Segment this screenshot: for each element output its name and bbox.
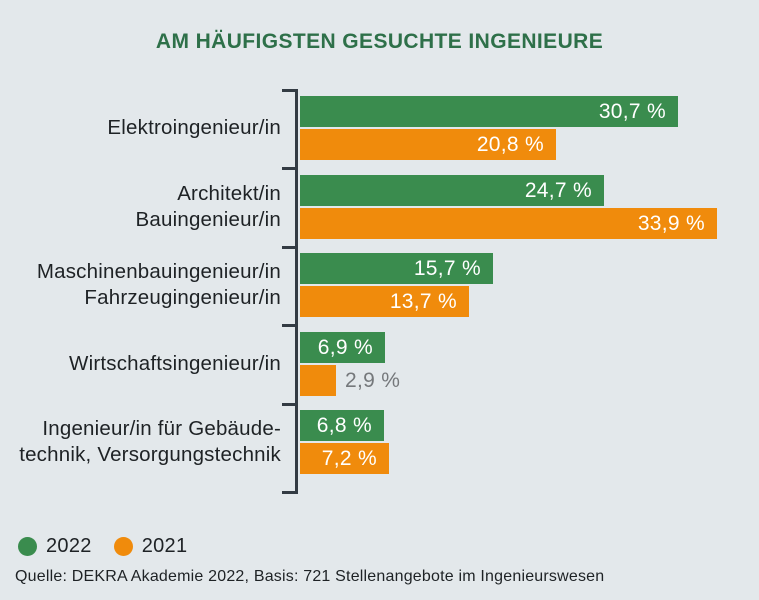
axis-tick: [282, 491, 298, 494]
bar-2022-group5: 6,8 %: [300, 410, 384, 441]
bar-value-label: 7,2 %: [321, 446, 377, 470]
legend: 2022 2021: [18, 535, 187, 558]
category-label-line: Ingenieur/in für Gebäude-: [42, 417, 281, 440]
category-label: Architekt/in Bauingenieur/in: [0, 181, 281, 233]
bar-2022-group2: 24,7 %: [300, 175, 604, 206]
category-label-line: Fahrzeugingenieur/in: [84, 286, 281, 309]
legend-item-2022: 2022: [18, 535, 92, 558]
legend-item-2021: 2021: [113, 535, 188, 558]
chart-title: AM HÄUFIGSTEN GESUCHTE INGENIEURE: [155, 30, 604, 53]
bar-value-label: 15,7 %: [413, 256, 481, 280]
category-label-line: technik, Versorgungstechnik: [19, 443, 281, 466]
bar-2022-group1: 30,7 %: [300, 96, 678, 127]
category-label: Maschinenbauingenieur/in Fahrzeugingenieu…: [0, 259, 281, 311]
axis-tick: [282, 167, 298, 170]
legend-swatch-2022-icon: [18, 537, 37, 556]
bar-2021-group5: 7,2 %: [300, 443, 389, 474]
bar-2022-group4: 6,9 %: [300, 332, 385, 363]
axis-tick: [282, 246, 298, 249]
bar-2022-group3: 15,7 %: [300, 253, 493, 284]
bar-2021-group4: [300, 365, 336, 396]
category-label-line: Elektroingenieur/in: [107, 116, 281, 139]
bar-value-label: 33,9 %: [637, 211, 705, 235]
category-label-line: Architekt/in: [177, 182, 281, 205]
category-label: Elektroingenieur/in: [0, 115, 281, 141]
category-label-line: Maschinenbauingenieur/in: [36, 260, 281, 283]
bar-2021-group3: 13,7 %: [300, 286, 469, 317]
category-label: Ingenieur/in für Gebäude-technik, Versor…: [0, 416, 281, 468]
bar-value-label: 13,7 %: [389, 289, 457, 313]
bar-2021-group2: 33,9 %: [300, 208, 717, 239]
category-axis-line: [295, 89, 298, 494]
legend-label-2021: 2021: [141, 535, 188, 557]
bar-value-label: 20,8 %: [476, 132, 544, 156]
category-label-line: Wirtschaftsingenieur/in: [69, 352, 281, 375]
legend-label-2022: 2022: [46, 535, 92, 557]
category-label: Wirtschaftsingenieur/in: [0, 351, 281, 377]
axis-tick: [282, 403, 298, 406]
bar-value-label: 30,7 %: [598, 99, 666, 123]
bar-value-label: 6,8 %: [316, 413, 372, 437]
bar-value-label: 6,9 %: [317, 335, 373, 359]
category-label-line: Bauingenieur/in: [135, 208, 281, 231]
bar-2021-group1: 20,8 %: [300, 129, 556, 160]
source-caption: Quelle: DEKRA Akademie 2022, Basis: 721 …: [15, 568, 605, 585]
legend-swatch-2021-icon: [113, 537, 133, 556]
axis-tick: [282, 89, 298, 92]
bar-value-label-outside: 2,9 %: [345, 368, 401, 392]
bar-value-label: 24,7 %: [524, 178, 592, 202]
axis-tick: [282, 324, 298, 327]
